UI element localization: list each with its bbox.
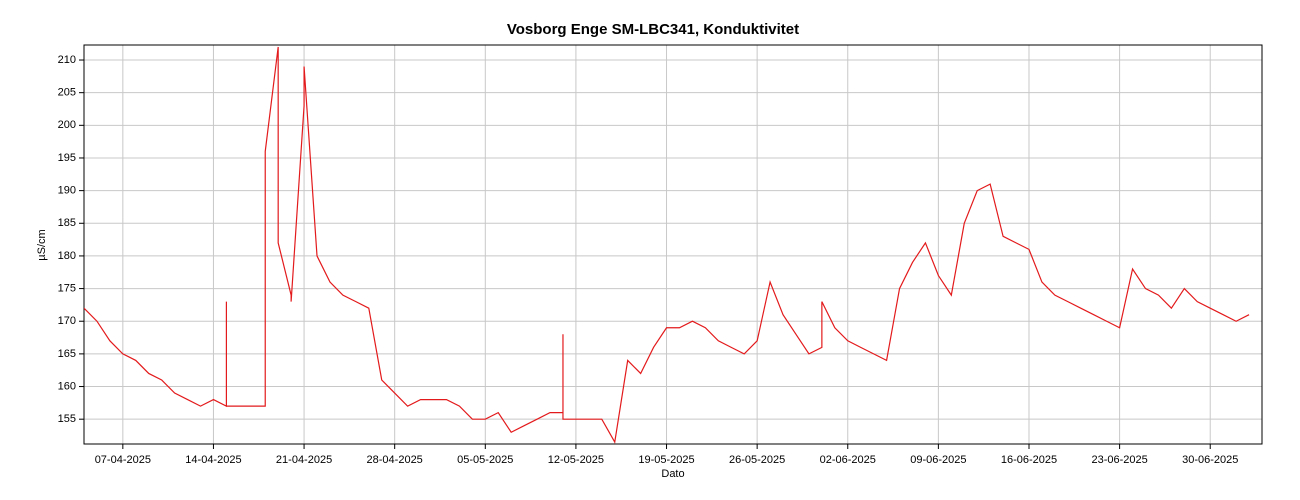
- y-tick-label: 205: [58, 87, 76, 99]
- x-tick-label: 16-06-2025: [1001, 454, 1057, 466]
- y-tick-label: 185: [58, 217, 76, 229]
- x-tick-label: 02-06-2025: [820, 454, 876, 466]
- x-tick-label: 26-05-2025: [729, 454, 785, 466]
- y-tick-label: 210: [58, 54, 76, 66]
- x-tick-label: 12-05-2025: [548, 454, 604, 466]
- x-tick-label: 21-04-2025: [276, 454, 332, 466]
- data-line: [84, 46, 1250, 444]
- y-tick-label: 175: [58, 282, 76, 294]
- y-axis-label: µS/cm: [36, 229, 48, 260]
- x-axis-label: Dato: [661, 468, 684, 480]
- y-tick-label: 155: [58, 413, 76, 425]
- y-tick-label: 195: [58, 152, 76, 164]
- x-tick-label: 19-05-2025: [638, 454, 694, 466]
- x-tick-label: 07-04-2025: [95, 454, 151, 466]
- x-tick-label: 05-05-2025: [457, 454, 513, 466]
- x-tick-label: 23-06-2025: [1091, 454, 1147, 466]
- x-tick-label: 30-06-2025: [1182, 454, 1238, 466]
- x-tick-label: 09-06-2025: [910, 454, 966, 466]
- plot-frame: [83, 44, 1263, 445]
- y-tick-label: 190: [58, 185, 76, 197]
- y-tick-label: 200: [58, 119, 76, 131]
- chart-title: Vosborg Enge SM-LBC341, Konduktivitet: [507, 21, 799, 38]
- y-tick-label: 160: [58, 380, 76, 392]
- y-tick-label: 165: [58, 348, 76, 360]
- x-tick-label: 28-04-2025: [367, 454, 423, 466]
- y-tick-label: 180: [58, 250, 76, 262]
- y-tick-label: 170: [58, 315, 76, 327]
- x-tick-label: 14-04-2025: [185, 454, 241, 466]
